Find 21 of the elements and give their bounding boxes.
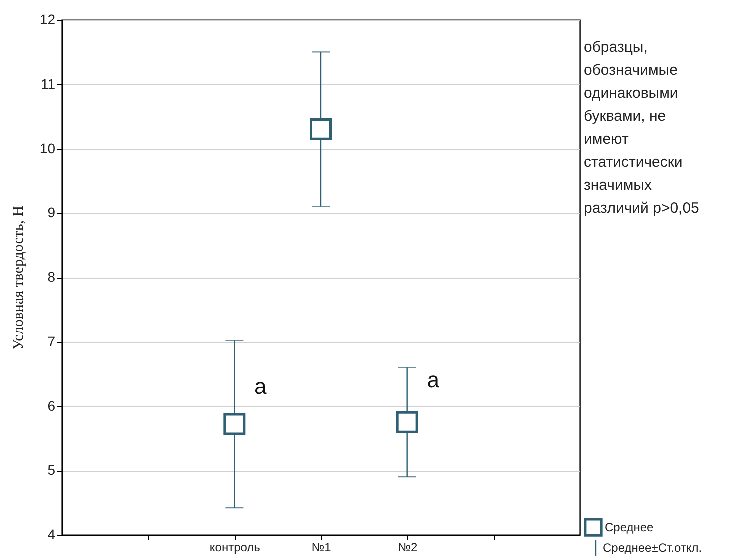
text: Среднее±Ст.откл. bbox=[603, 541, 702, 555]
x-tick-label: контроль bbox=[210, 540, 260, 554]
x-tick-label: №2 bbox=[398, 540, 418, 554]
point bbox=[310, 118, 332, 140]
y-tick-label: 8 bbox=[48, 269, 56, 285]
x-tick-label: №1 bbox=[312, 540, 332, 554]
point bbox=[224, 413, 246, 436]
point bbox=[396, 411, 418, 434]
y-tick-label: 9 bbox=[48, 204, 56, 221]
legend-label: Среднее bbox=[605, 520, 654, 534]
y-tick-label: 6 bbox=[48, 398, 56, 414]
annotation: a bbox=[254, 374, 268, 399]
y-tick-label: 10 bbox=[40, 140, 56, 156]
text: образцы, обозначимые одинаковыми буквами, не имеют статистически значимых различий p>0,05 bbox=[584, 38, 700, 219]
annotation: a bbox=[427, 368, 440, 392]
y-tick-label: 7 bbox=[48, 333, 56, 350]
y-tick-label: 4 bbox=[48, 526, 56, 542]
y-tick-label: 11 bbox=[40, 76, 56, 92]
y-tick-label: 12 bbox=[40, 12, 56, 28]
y-axis-title: Условная твердость, Н bbox=[10, 206, 27, 350]
y-tick-label: 5 bbox=[48, 462, 56, 478]
